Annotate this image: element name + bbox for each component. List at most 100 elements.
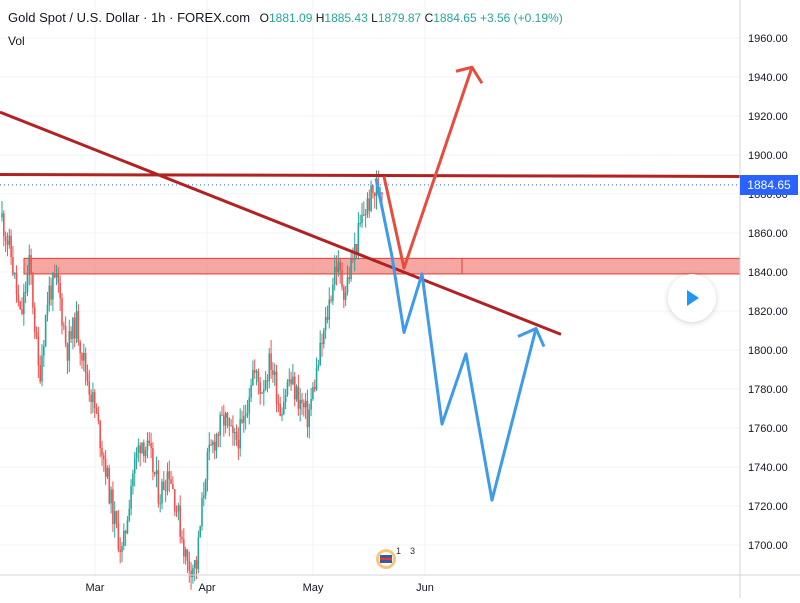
y-tick-label: 1760.00 — [748, 423, 788, 435]
candle-body — [143, 442, 145, 457]
candle-body — [115, 511, 118, 524]
candle-body — [350, 258, 352, 280]
descending-trendline — [0, 110, 562, 336]
candle-body — [319, 342, 321, 366]
candle-body — [288, 379, 291, 383]
candle-body — [30, 255, 32, 275]
candle-body — [104, 459, 107, 477]
high-label: H — [315, 11, 325, 25]
candle-body — [193, 560, 196, 569]
candle-body — [70, 331, 72, 339]
candle-body — [50, 285, 52, 300]
candle-body — [348, 277, 351, 280]
candle-body — [237, 439, 240, 449]
candle-body — [328, 299, 331, 320]
candle-body — [53, 273, 56, 278]
bearish-arrowhead — [517, 327, 546, 348]
volume-label: Vol — [8, 34, 25, 48]
candle-body — [197, 537, 200, 569]
candle-body — [41, 355, 43, 382]
candle-body — [272, 369, 274, 375]
candle-body — [352, 258, 354, 261]
x-tick-label: May — [303, 582, 324, 594]
candle-body — [6, 241, 9, 245]
candle-body — [204, 479, 207, 496]
candle-body — [217, 434, 220, 436]
candle-body — [37, 336, 40, 366]
candle-body — [301, 399, 303, 404]
candle-body — [212, 441, 214, 445]
candle-body — [283, 401, 285, 415]
candle-body — [52, 273, 54, 300]
candle-body — [253, 370, 256, 373]
candle-body — [232, 425, 234, 433]
candle-body — [46, 305, 49, 315]
candle-body — [112, 489, 114, 525]
candle-body — [73, 317, 76, 339]
candle-body — [323, 330, 325, 345]
open-value: 1881.09 — [269, 11, 313, 25]
candle-body — [181, 536, 183, 540]
candle-body — [343, 287, 345, 300]
candle-body — [166, 471, 169, 491]
candle-body — [277, 403, 280, 405]
candle-body — [326, 317, 329, 320]
candle-body — [235, 432, 238, 440]
economic-events-marker[interactable]: 1 3 — [374, 546, 424, 572]
candle-body — [133, 458, 136, 474]
candle-body — [141, 442, 143, 454]
candle-body — [190, 570, 192, 578]
candle-body — [150, 443, 152, 449]
candle-body — [15, 272, 18, 295]
candle-body — [17, 294, 20, 302]
candle-body — [368, 198, 371, 211]
x-tick-label: Mar — [86, 582, 105, 594]
y-tick-label: 1820.00 — [748, 306, 788, 318]
candle-body — [95, 407, 98, 413]
candle-body — [4, 235, 7, 242]
candle-body — [186, 549, 189, 561]
candle-body — [77, 311, 80, 342]
support-zone-layer — [23, 257, 741, 275]
candle-body — [346, 277, 349, 293]
candle-body — [246, 412, 249, 416]
candle-body — [137, 445, 140, 453]
candle-body — [155, 470, 158, 475]
candle-body — [286, 382, 289, 395]
candle-body — [313, 387, 316, 390]
candle-body — [35, 332, 38, 337]
candle-body — [23, 292, 25, 315]
symbol-header: Gold Spot / U.S. Dollar · 1h · FOREX.com… — [8, 10, 563, 25]
x-tick-label: Apr — [198, 582, 215, 594]
candle-body — [226, 412, 229, 418]
candle-body — [63, 325, 65, 327]
candle-body — [215, 434, 218, 451]
low-value: 1879.87 — [377, 11, 422, 25]
play-button[interactable] — [668, 274, 716, 322]
candle-body — [119, 549, 121, 552]
candle-body — [233, 432, 236, 434]
candle-body — [223, 415, 225, 426]
candle-body — [159, 503, 161, 505]
candle-body — [179, 505, 181, 537]
candle-body — [303, 403, 305, 408]
candle-body — [335, 266, 338, 272]
candle-body — [21, 309, 23, 315]
candle-body — [161, 481, 163, 504]
candle-body — [177, 505, 180, 512]
candle-body — [315, 367, 318, 390]
flag-event-icon — [376, 549, 396, 569]
candle-body — [208, 444, 211, 452]
candle-body — [293, 376, 296, 400]
candle-body — [108, 468, 111, 504]
symbol-title: Gold Spot / U.S. Dollar · 1h · FOREX.com — [8, 10, 251, 25]
candle-body — [153, 472, 156, 475]
candle-body — [357, 223, 360, 254]
event-count-a: 1 — [396, 546, 402, 556]
candle-body — [83, 353, 85, 361]
candle-body — [213, 441, 216, 451]
candle-body — [201, 497, 203, 527]
candle-body — [146, 440, 149, 451]
